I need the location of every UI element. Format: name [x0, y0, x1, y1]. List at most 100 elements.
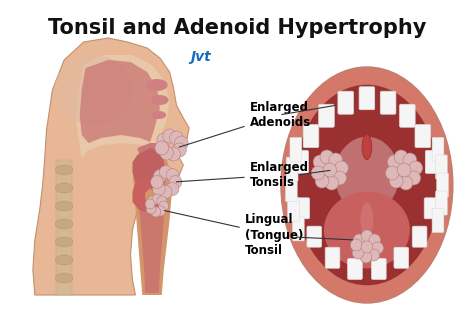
FancyBboxPatch shape	[303, 124, 319, 148]
Circle shape	[320, 150, 334, 164]
Polygon shape	[133, 148, 172, 295]
Circle shape	[313, 155, 327, 169]
Ellipse shape	[362, 134, 372, 159]
Circle shape	[360, 251, 372, 263]
Circle shape	[151, 207, 161, 217]
Ellipse shape	[55, 183, 73, 193]
Ellipse shape	[55, 237, 73, 247]
Circle shape	[361, 230, 373, 242]
FancyBboxPatch shape	[394, 247, 409, 268]
Ellipse shape	[281, 67, 453, 303]
FancyBboxPatch shape	[286, 157, 298, 181]
Circle shape	[352, 247, 364, 259]
Ellipse shape	[152, 111, 166, 119]
Circle shape	[372, 242, 383, 254]
Circle shape	[159, 201, 169, 211]
FancyBboxPatch shape	[436, 155, 447, 179]
Circle shape	[333, 171, 346, 185]
Circle shape	[335, 161, 348, 175]
Circle shape	[387, 155, 401, 169]
Polygon shape	[33, 38, 189, 295]
Circle shape	[173, 143, 186, 157]
Text: Enlarged
Tonsils: Enlarged Tonsils	[176, 161, 309, 189]
Ellipse shape	[55, 201, 73, 211]
Circle shape	[166, 168, 179, 182]
Circle shape	[154, 169, 166, 183]
Circle shape	[157, 196, 167, 206]
FancyBboxPatch shape	[424, 198, 439, 219]
FancyBboxPatch shape	[292, 217, 304, 241]
FancyBboxPatch shape	[288, 198, 299, 222]
Polygon shape	[80, 60, 160, 143]
Circle shape	[145, 199, 155, 209]
Circle shape	[385, 166, 399, 180]
Circle shape	[407, 171, 420, 185]
FancyBboxPatch shape	[432, 208, 444, 232]
FancyBboxPatch shape	[372, 258, 386, 280]
FancyBboxPatch shape	[436, 191, 447, 215]
Ellipse shape	[335, 137, 399, 213]
Circle shape	[403, 153, 417, 167]
Circle shape	[311, 166, 325, 180]
FancyBboxPatch shape	[325, 247, 340, 268]
Polygon shape	[133, 148, 165, 195]
FancyBboxPatch shape	[400, 104, 415, 127]
Circle shape	[361, 241, 373, 253]
Ellipse shape	[360, 202, 374, 238]
Polygon shape	[137, 143, 167, 168]
Circle shape	[152, 194, 162, 204]
Circle shape	[156, 206, 166, 216]
FancyBboxPatch shape	[412, 226, 427, 247]
FancyBboxPatch shape	[359, 87, 375, 110]
FancyBboxPatch shape	[437, 173, 448, 197]
Text: Enlarged
Adenoids: Enlarged Adenoids	[179, 101, 311, 147]
FancyBboxPatch shape	[425, 150, 441, 173]
FancyBboxPatch shape	[290, 138, 301, 162]
Circle shape	[159, 186, 172, 198]
Text: Lingual
(Tongue)
Tonsil: Lingual (Tongue) Tonsil	[164, 211, 303, 256]
FancyBboxPatch shape	[307, 226, 321, 247]
Circle shape	[163, 129, 176, 143]
Circle shape	[325, 176, 338, 190]
Polygon shape	[76, 55, 170, 158]
Circle shape	[147, 196, 157, 206]
Polygon shape	[133, 175, 165, 212]
Circle shape	[389, 174, 403, 188]
Ellipse shape	[294, 85, 440, 285]
Polygon shape	[145, 188, 157, 208]
Ellipse shape	[55, 219, 73, 229]
Circle shape	[151, 175, 163, 188]
FancyBboxPatch shape	[415, 124, 431, 148]
Circle shape	[167, 147, 180, 161]
FancyBboxPatch shape	[338, 91, 354, 114]
Circle shape	[399, 176, 413, 190]
Ellipse shape	[146, 79, 168, 91]
Circle shape	[166, 183, 179, 196]
Circle shape	[170, 131, 183, 145]
Circle shape	[169, 175, 182, 188]
Ellipse shape	[55, 273, 73, 283]
Circle shape	[160, 146, 173, 160]
Circle shape	[323, 163, 337, 177]
Circle shape	[157, 133, 171, 147]
Ellipse shape	[151, 95, 169, 105]
Circle shape	[174, 136, 188, 150]
Ellipse shape	[55, 255, 73, 265]
Polygon shape	[56, 160, 72, 295]
Circle shape	[146, 204, 156, 214]
Circle shape	[394, 150, 408, 164]
FancyBboxPatch shape	[432, 138, 444, 162]
Circle shape	[368, 249, 380, 261]
FancyBboxPatch shape	[319, 104, 334, 127]
FancyBboxPatch shape	[380, 91, 396, 114]
Polygon shape	[138, 152, 166, 293]
Ellipse shape	[55, 55, 133, 125]
FancyBboxPatch shape	[285, 178, 297, 202]
Circle shape	[350, 239, 362, 251]
Circle shape	[153, 183, 165, 196]
Text: Jvt: Jvt	[191, 50, 211, 64]
FancyBboxPatch shape	[293, 150, 309, 173]
FancyBboxPatch shape	[295, 198, 310, 219]
Circle shape	[353, 234, 365, 246]
Text: Tonsil and Adenoid Hypertrophy: Tonsil and Adenoid Hypertrophy	[48, 18, 426, 38]
